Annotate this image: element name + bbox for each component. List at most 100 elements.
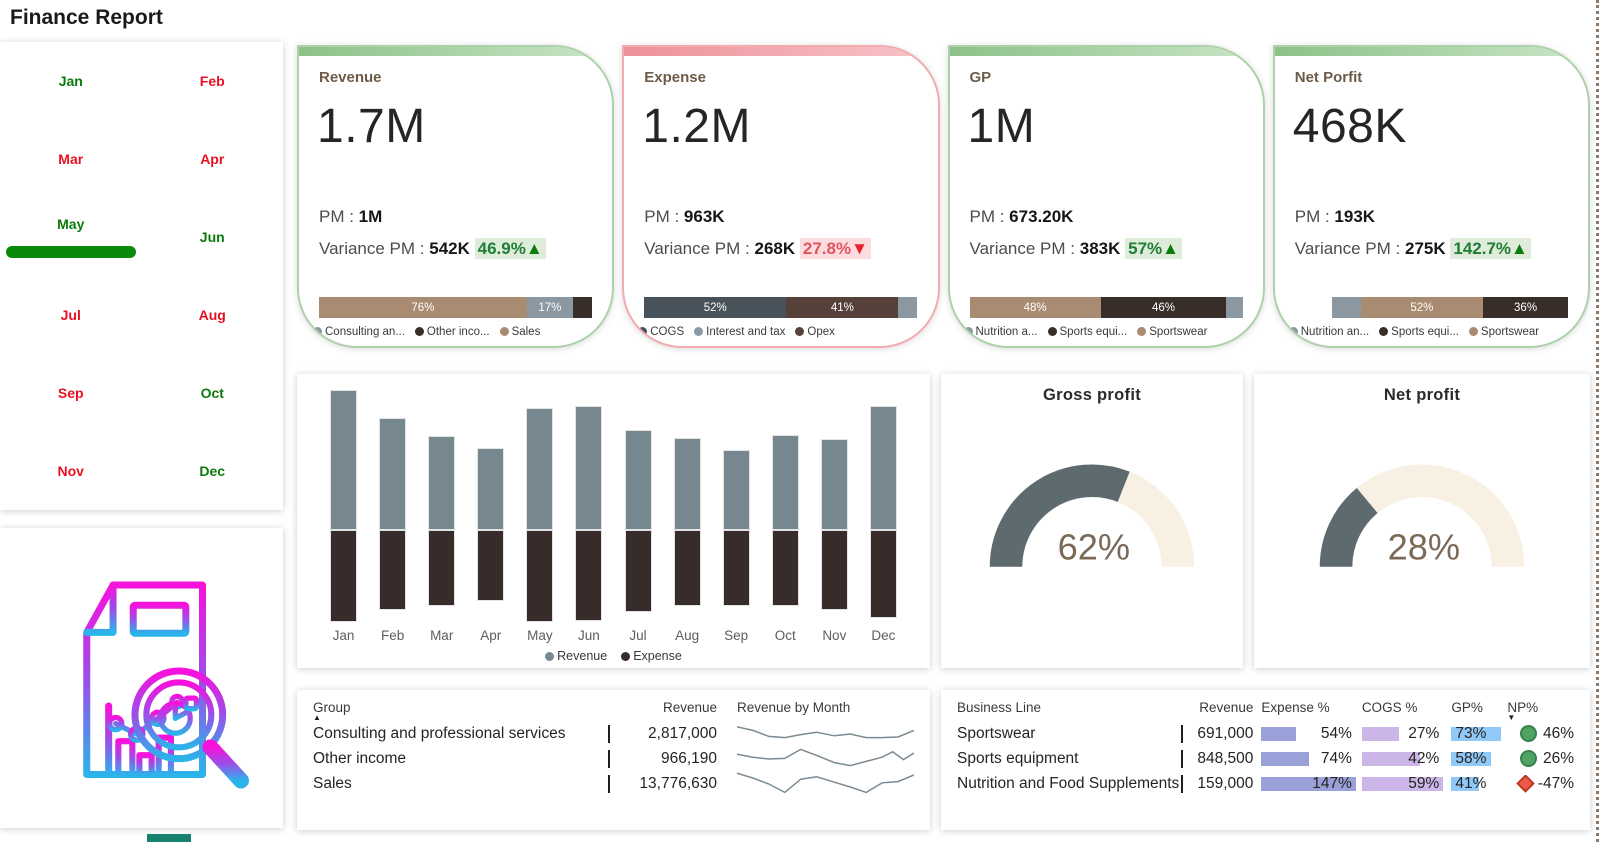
expense-bar[interactable] [722, 530, 750, 606]
column-header-revenue-by-month[interactable]: Revenue by Month [737, 700, 851, 715]
bar-segment-grayblue[interactable] [898, 297, 918, 318]
slicer-month-jul[interactable]: Jul [0, 276, 142, 354]
bar-segment-grayblue[interactable] [1332, 297, 1361, 318]
bar-segment-brown[interactable]: 41% [786, 297, 899, 318]
bar-column-aug[interactable] [663, 390, 712, 622]
legend-item[interactable]: Other inco... [414, 326, 490, 338]
expense-bar[interactable] [820, 530, 848, 610]
cogs-databar [1361, 726, 1400, 741]
slicer-month-may[interactable]: May [0, 198, 142, 276]
legend-item-revenue[interactable]: Revenue [545, 649, 607, 663]
expense-bar[interactable] [771, 530, 799, 606]
revenue-bar[interactable] [477, 448, 505, 530]
expense-bar[interactable] [379, 530, 407, 610]
column-header-gp-pct[interactable]: GP% [1451, 700, 1483, 715]
bar-column-dec[interactable] [859, 390, 908, 622]
revenue-bar[interactable] [771, 435, 799, 530]
slicer-month-apr[interactable]: Apr [142, 120, 284, 198]
table-row[interactable]: Nutrition and Food Supplements 159,000 147… [957, 771, 1574, 796]
revenue-bar[interactable] [428, 436, 456, 530]
column-header-cogs-pct[interactable]: COGS % [1361, 700, 1418, 715]
slicer-month-dec[interactable]: Dec [142, 432, 284, 510]
bar-column-sep[interactable] [712, 390, 761, 622]
legend-item[interactable]: Sportswear [1137, 326, 1207, 338]
column-header-business-line[interactable]: Business Line [957, 700, 1042, 715]
legend-item-expense[interactable]: Expense [621, 649, 682, 663]
table-row[interactable]: Sports equipment 848,500 74% 42% 58% 26% [957, 746, 1574, 771]
bar-column-jul[interactable] [613, 390, 662, 622]
column-header-expense-pct[interactable]: Expense % [1261, 700, 1330, 715]
table-row[interactable]: Sales 13,776,630 [313, 771, 914, 796]
slicer-month-sep[interactable]: Sep [0, 354, 142, 432]
bar-segment-slate[interactable]: 52% [644, 297, 787, 318]
expense-bar[interactable] [673, 530, 701, 606]
column-header-np-pct[interactable]: NP% ▼ [1507, 700, 1574, 721]
legend-dot [963, 327, 973, 336]
revenue-bar[interactable] [722, 450, 750, 530]
slicer-month-nov[interactable]: Nov [0, 432, 142, 510]
legend-item[interactable]: Sportswear [1468, 326, 1539, 338]
slicer-month-mar[interactable]: Mar [0, 120, 142, 198]
expense-bar[interactable] [575, 530, 603, 621]
bar-segment-dark[interactable]: 46% [1100, 297, 1227, 318]
bar-segment-tan[interactable]: 48% [969, 297, 1101, 318]
bar-segment-grayblue[interactable] [1226, 297, 1243, 318]
slicer-month-feb[interactable]: Feb [142, 42, 284, 120]
revenue-bar[interactable] [624, 430, 652, 530]
table-row[interactable]: Sportswear 691,000 54% 27% 73% 46% [957, 721, 1574, 746]
legend-item[interactable]: Sales [499, 326, 540, 338]
kpi-card-revenue[interactable]: Revenue 1.7M PM : 1M Variance PM : 542K 46.… [297, 45, 615, 348]
revenue-bar[interactable] [673, 438, 701, 530]
bar-column-nov[interactable] [810, 390, 859, 622]
net-profit-gauge-panel[interactable]: Net profit 28% [1254, 374, 1590, 668]
bar-segment-dark[interactable]: 36% [1483, 297, 1568, 318]
expense-bar[interactable] [526, 530, 554, 622]
revenue-bar[interactable] [575, 406, 603, 530]
x-axis-label: Jun [578, 628, 600, 643]
bar-column-mar[interactable] [417, 390, 466, 622]
column-header-revenue[interactable]: Revenue [662, 700, 717, 715]
bar-column-may[interactable] [515, 390, 564, 622]
expense-bar[interactable] [477, 530, 505, 601]
revenue-bar[interactable] [820, 439, 848, 530]
bar-segment-dark[interactable] [573, 297, 593, 318]
legend-item[interactable]: Sports equi... [1379, 326, 1459, 338]
bar-column-apr[interactable] [466, 390, 515, 622]
gross-profit-gauge-panel[interactable]: Gross profit 62% [941, 374, 1243, 668]
legend-item[interactable]: Nutrition an... [1288, 326, 1369, 338]
slicer-month-jun[interactable]: Jun [142, 198, 284, 276]
legend-item[interactable]: COGS [638, 326, 684, 338]
revenue-bar[interactable] [526, 408, 554, 530]
slicer-month-aug[interactable]: Aug [142, 276, 284, 354]
revenue-bar[interactable] [379, 418, 407, 530]
expense-bar[interactable] [869, 530, 897, 618]
legend-item[interactable]: Interest and tax [694, 326, 785, 338]
table-row[interactable]: Other income 966,190 [313, 746, 914, 771]
revenue-bar[interactable] [330, 390, 358, 530]
kpi-card-expense[interactable]: Expense 1.2M PM : 963K Variance PM : 268K 2… [622, 45, 940, 348]
expense-bar[interactable] [428, 530, 456, 606]
bar-column-jun[interactable] [564, 390, 613, 622]
bar-column-feb[interactable] [368, 390, 417, 622]
kpi-card-gp[interactable]: GP 1M PM : 673.20K Variance PM : 383K 57%▲ 4… [947, 45, 1265, 348]
column-header-revenue[interactable]: Revenue [1199, 700, 1254, 715]
bar-column-oct[interactable] [761, 390, 810, 622]
expense-bar[interactable] [330, 530, 358, 622]
legend-item[interactable]: Opex [795, 326, 835, 338]
legend-item[interactable]: Consulting an... [313, 326, 405, 338]
slicer-month-oct[interactable]: Oct [142, 354, 284, 432]
bar-segment-tan[interactable]: 76% [319, 297, 527, 318]
bar-column-jan[interactable] [319, 390, 368, 622]
bar-segment-tan[interactable]: 52% [1360, 297, 1484, 318]
table-row[interactable]: Consulting and professional services 2,81… [313, 721, 914, 746]
bar-segment-grayblue[interactable]: 17% [526, 297, 574, 318]
slicer-month-jan[interactable]: Jan [0, 42, 142, 120]
revenue-bar[interactable] [869, 406, 897, 530]
legend-item[interactable]: Sports equi... [1047, 326, 1127, 338]
group-cell: Sales [313, 774, 352, 792]
column-header-group[interactable]: Group ▲ [313, 700, 608, 721]
legend-dot [1468, 327, 1478, 336]
expense-bar[interactable] [624, 530, 652, 612]
kpi-card-net-porfit[interactable]: Net Porfit 468K PM : 193K Variance PM : 275… [1272, 45, 1590, 348]
legend-item[interactable]: Nutrition a... [963, 326, 1038, 338]
